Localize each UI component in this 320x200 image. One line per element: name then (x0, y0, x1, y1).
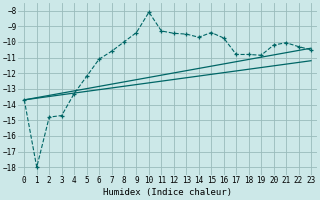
X-axis label: Humidex (Indice chaleur): Humidex (Indice chaleur) (103, 188, 232, 197)
